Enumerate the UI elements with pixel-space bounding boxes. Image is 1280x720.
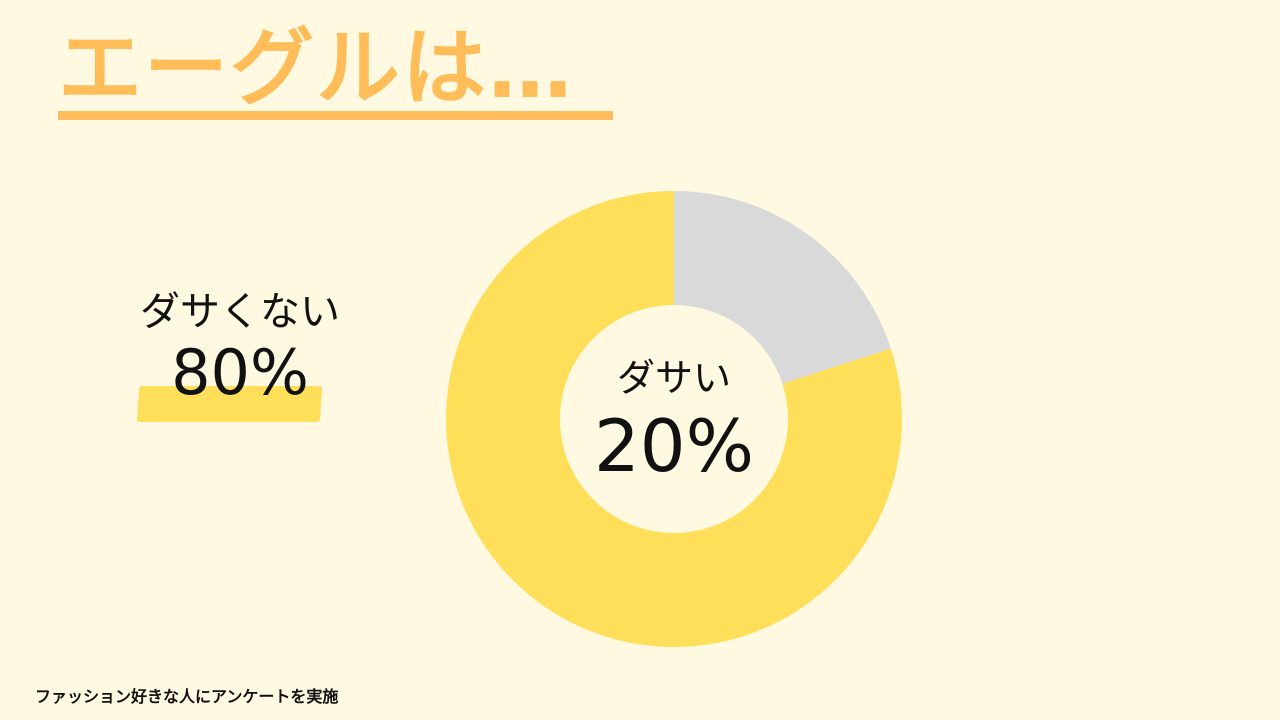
slice-label-uncool: ダサい 20% bbox=[574, 350, 774, 486]
slice-category-label: ダサくない bbox=[140, 289, 340, 335]
slice-percent-label: 80% bbox=[171, 336, 309, 409]
donut-slice-1 bbox=[446, 191, 902, 647]
title-underline bbox=[58, 111, 613, 120]
slice-category-label: ダサい bbox=[616, 356, 731, 400]
slice-percent-label: 20% bbox=[593, 404, 755, 488]
page-title: エーグルは… bbox=[58, 19, 575, 117]
footnote: ファッション好きな人にアンケートを実施 bbox=[35, 687, 339, 706]
donut-slice-0 bbox=[674, 191, 891, 384]
slice-label-not-uncool: ダサくない 80% bbox=[110, 286, 370, 408]
